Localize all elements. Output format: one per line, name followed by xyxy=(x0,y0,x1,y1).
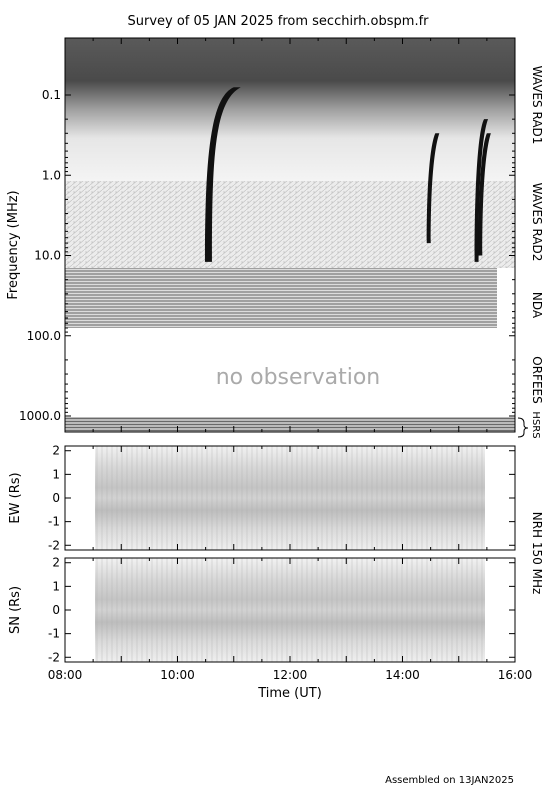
waves-rad1-band xyxy=(65,38,515,181)
hsrs-brace xyxy=(517,417,529,438)
time-tick-label: 14:00 xyxy=(385,668,420,682)
instrument-label-rad2: WAVES RAD2 xyxy=(530,183,544,262)
nrh-y-tick-label: 1 xyxy=(52,579,60,593)
ew-ylabel: EW (Rs) xyxy=(8,472,23,523)
instrument-label-nrh: NRH 150 MHz xyxy=(530,512,544,595)
nrh-y-tick-label: 0 xyxy=(52,603,60,617)
sn-ylabel: SN (Rs) xyxy=(8,586,23,634)
burst-layer xyxy=(204,87,491,262)
no-observation-label: no observation xyxy=(216,365,381,390)
waves-rad2-band xyxy=(65,181,515,268)
time-axis: 08:00 10:00 12:00 14:00 16:00 xyxy=(48,38,533,682)
spectrum-y-tick-label: 100.0 xyxy=(27,329,61,343)
instrument-label-hsrs: HSRS xyxy=(530,411,541,438)
spectrum-y-ticks: 0.1 1.0 10.0 100.0 1000.0 xyxy=(19,88,515,423)
nrh-y-tick-label: -2 xyxy=(48,538,60,552)
assembled-note: Assembled on 13JAN2025 xyxy=(385,775,514,786)
instrument-label-rad1: WAVES RAD1 xyxy=(530,66,544,145)
burst-mark xyxy=(426,133,440,244)
spectrum-ylabel: Frequency (MHz) xyxy=(6,190,21,299)
sn-texture xyxy=(95,558,485,662)
time-tick-label: 10:00 xyxy=(160,668,195,682)
ew-texture xyxy=(95,446,485,550)
nrh-y-tick-label: 0 xyxy=(52,491,60,505)
instrument-label-orfees: ORFEES xyxy=(530,356,544,403)
nrh-y-tick-label: -2 xyxy=(48,650,60,664)
nda-band xyxy=(65,268,497,328)
spectrum-y-tick-label: 1.0 xyxy=(42,168,61,182)
spectrum-y-tick-label: 0.1 xyxy=(42,88,61,102)
nrh-y-tick-label: -1 xyxy=(48,627,60,641)
burst-mark xyxy=(204,87,241,262)
nrh-y-tick-label: 2 xyxy=(52,556,60,570)
burst-mark xyxy=(474,119,489,262)
time-tick-label: 16:00 xyxy=(498,668,533,682)
nrh-sn-panel: SN (Rs) 2 1 0 -1 -2 xyxy=(8,556,516,664)
nrh-ew-panel: EW (Rs) 2 1 0 -1 -2 xyxy=(8,444,516,552)
sn-y-ticks: 2 1 0 -1 -2 xyxy=(48,556,515,664)
spectrum-y-tick-label: 10.0 xyxy=(34,249,61,263)
burst-mark xyxy=(478,133,491,256)
spectrum-panel: no observation Frequency (MHz) 0.1 1.0 10.… xyxy=(6,37,516,433)
nrh-y-tick-label: -1 xyxy=(48,515,60,529)
chart-title: Survey of 05 JAN 2025 from secchirh.obsp… xyxy=(128,14,430,29)
nrh-y-tick-label: 1 xyxy=(52,467,60,481)
instrument-label-nda: NDA xyxy=(530,292,544,319)
time-tick-label: 12:00 xyxy=(273,668,308,682)
time-tick-label: 08:00 xyxy=(48,668,83,682)
spectrum-y-tick-label: 1000.0 xyxy=(19,409,61,423)
nrh-y-tick-label: 2 xyxy=(52,444,60,458)
instrument-labels: WAVES RAD1 WAVES RAD2 NDA ORFEES HSRS NR… xyxy=(517,66,544,595)
ew-y-ticks: 2 1 0 -1 -2 xyxy=(48,444,515,552)
time-axis-label: Time (UT) xyxy=(257,686,322,701)
